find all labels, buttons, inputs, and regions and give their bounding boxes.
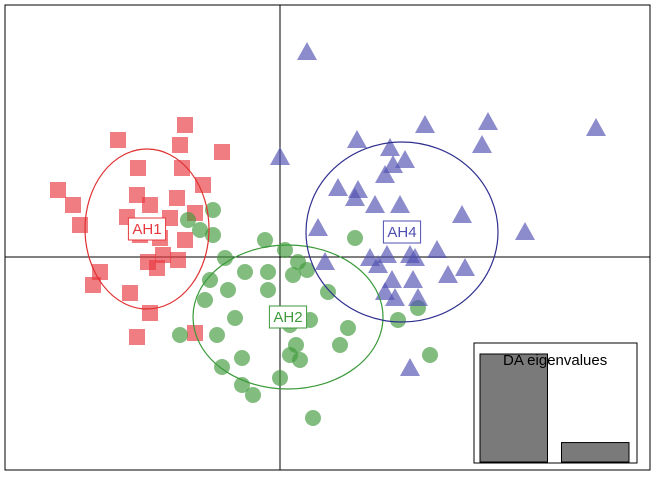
point [438,265,458,283]
point [272,370,288,386]
point [149,260,165,276]
point [270,147,290,165]
point [377,245,397,263]
point [169,190,185,206]
point [380,138,400,156]
point [405,248,425,266]
point [214,144,230,160]
point [65,197,81,213]
point [478,112,498,130]
point [472,135,492,153]
point [308,218,328,236]
point [297,42,317,60]
point [452,205,472,223]
point [227,310,243,326]
group-ellipse [305,141,499,323]
point [260,282,276,298]
point [422,347,438,363]
point [365,195,385,213]
point [129,187,145,203]
point [403,270,423,288]
point [515,222,535,240]
point [170,252,186,268]
point [257,232,273,248]
point [400,358,420,376]
point [142,197,158,213]
point [285,267,301,283]
point [415,115,435,133]
point [332,337,348,353]
point [155,247,171,263]
point [192,222,208,238]
point [92,264,108,280]
point [408,288,428,306]
point [50,182,66,198]
point [174,160,190,176]
point [234,350,250,366]
group-label-box [127,217,167,241]
point [586,118,606,136]
point [209,327,225,343]
point [383,155,403,173]
point [130,160,146,176]
point [85,277,101,293]
group-label: AH4 [387,224,416,241]
point [180,212,196,228]
point [220,282,236,298]
point [177,117,193,133]
point [455,258,475,276]
point [305,410,321,426]
group-label: AH1 [132,221,161,238]
point [368,255,388,273]
inset-title: DA eigenvalues [503,352,607,369]
point [110,132,126,148]
point [72,217,88,233]
point [142,305,158,321]
point [328,178,348,196]
point [385,288,405,306]
eigen-bar [561,442,630,463]
point [217,250,233,266]
eigen-bar [479,353,548,463]
point [129,329,145,345]
point [172,137,188,153]
point [260,264,276,280]
point [320,284,336,300]
point [245,387,261,403]
point [347,230,363,246]
point [382,270,402,288]
point [390,312,406,328]
group-ellipse [192,244,384,390]
point [340,320,356,336]
point [195,177,211,193]
point [282,347,298,363]
point [202,272,218,288]
point [375,165,395,183]
point [205,202,221,218]
point [122,285,138,301]
point [375,282,395,300]
point [237,264,253,280]
point [299,262,315,278]
point [427,240,447,258]
point [315,252,335,270]
point [277,242,293,258]
point [172,327,188,343]
point [234,377,250,393]
point [197,292,213,308]
point [345,188,365,206]
group-ellipse [84,148,210,310]
point [205,227,221,243]
group-label-box [382,220,422,244]
point [395,150,415,168]
point [177,232,193,248]
point [347,130,367,148]
point [390,195,410,213]
group-label-box [268,305,308,329]
group-label: AH2 [273,309,302,326]
